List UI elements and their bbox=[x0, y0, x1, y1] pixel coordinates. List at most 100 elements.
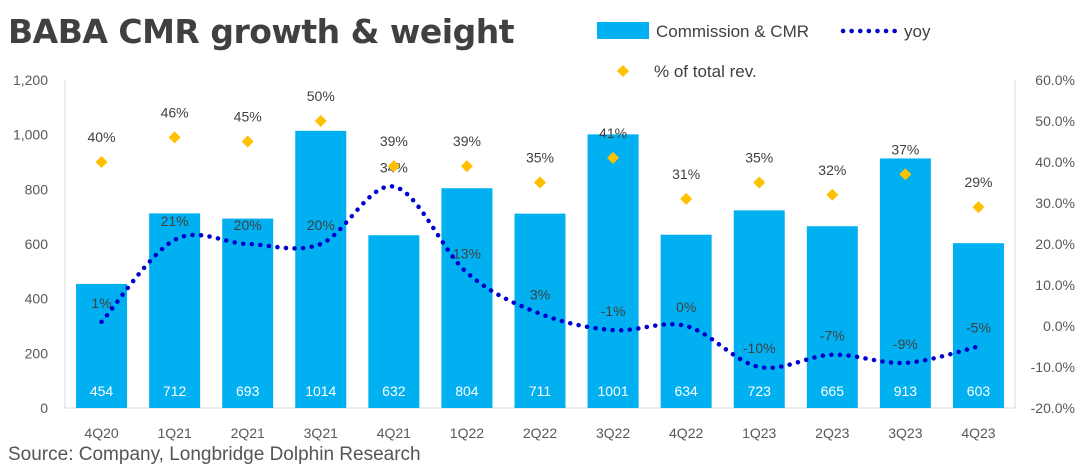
share-marker bbox=[168, 131, 181, 144]
share-label: 46% bbox=[161, 104, 189, 120]
yoy-label: -5% bbox=[966, 320, 991, 336]
y-right-tick-label: -10.0% bbox=[1031, 359, 1075, 375]
share-label: 29% bbox=[964, 174, 992, 190]
yoy-label: -9% bbox=[893, 336, 918, 352]
x-tick-label: 4Q20 bbox=[84, 425, 118, 441]
bar-value-label: 632 bbox=[382, 383, 406, 399]
bar bbox=[733, 210, 785, 408]
bar-value-label: 723 bbox=[748, 383, 772, 399]
share-marker bbox=[95, 156, 108, 168]
bar-value-label: 804 bbox=[455, 383, 479, 399]
legend-label-share: % of total rev. bbox=[654, 62, 757, 81]
source-note: Source: Company, Longbridge Dolphin Rese… bbox=[8, 444, 421, 465]
yoy-label: 1% bbox=[91, 295, 111, 311]
x-tick-label: 3Q21 bbox=[304, 425, 338, 441]
yoy-label: 13% bbox=[453, 246, 481, 262]
x-tick-label: 2Q21 bbox=[231, 425, 265, 441]
x-tick-label: 4Q22 bbox=[669, 425, 703, 441]
y-left-tick-label: 600 bbox=[25, 236, 49, 252]
y-left-tick-label: 1,000 bbox=[13, 127, 48, 143]
y-left-tick-label: 0 bbox=[40, 400, 48, 416]
yoy-label: 3% bbox=[530, 287, 550, 303]
bar bbox=[295, 130, 347, 408]
bar-value-label: 1001 bbox=[597, 383, 628, 399]
yoy-line bbox=[99, 184, 981, 371]
x-tick-label: 1Q22 bbox=[450, 425, 484, 441]
y-left-tick-label: 800 bbox=[25, 181, 49, 197]
share-label: 37% bbox=[891, 141, 919, 157]
bar-value-label: 913 bbox=[894, 383, 918, 399]
y-left-tick-label: 200 bbox=[25, 345, 49, 361]
bar bbox=[879, 158, 931, 408]
share-label: 45% bbox=[234, 109, 262, 125]
share-label: 32% bbox=[818, 162, 846, 178]
share-label: 50% bbox=[307, 88, 335, 104]
yoy-label: 0% bbox=[676, 299, 696, 315]
yoy-label: -10% bbox=[743, 340, 776, 356]
y-right-tick-label: 0.0% bbox=[1043, 318, 1075, 334]
share-label: 39% bbox=[453, 133, 481, 149]
share-marker bbox=[753, 176, 766, 189]
yoy-label: -1% bbox=[601, 303, 626, 319]
bar-value-label: 634 bbox=[674, 383, 698, 399]
bar-value-label: 712 bbox=[163, 383, 187, 399]
bar-value-label: 711 bbox=[529, 383, 552, 399]
legend-swatch-bar bbox=[597, 22, 649, 39]
chart-title: BABA CMR growth & weight bbox=[8, 12, 514, 51]
bar bbox=[952, 243, 1004, 408]
share-label: 39% bbox=[380, 133, 408, 149]
share-label: 40% bbox=[88, 129, 116, 145]
yoy-label: -7% bbox=[820, 328, 845, 344]
y-right-tick-label: 60.0% bbox=[1035, 72, 1075, 88]
x-tick-label: 3Q22 bbox=[596, 425, 630, 441]
share-marker bbox=[314, 115, 327, 127]
share-marker bbox=[607, 151, 620, 164]
y-right-tick-label: 40.0% bbox=[1035, 154, 1075, 170]
share-marker bbox=[826, 188, 839, 201]
x-tick-label: 3Q23 bbox=[888, 425, 922, 441]
legend-label-bar: Commission & CMR bbox=[656, 22, 809, 41]
x-tick-label: 4Q21 bbox=[377, 425, 411, 441]
share-marker bbox=[899, 168, 912, 181]
y-left-tick-label: 1,200 bbox=[13, 72, 48, 88]
share-marker bbox=[460, 160, 473, 173]
bar-value-label: 454 bbox=[90, 383, 114, 399]
x-tick-label: 2Q23 bbox=[815, 425, 849, 441]
bar bbox=[441, 188, 493, 408]
legend-swatch-share bbox=[617, 65, 629, 77]
y-right-tick-label: 10.0% bbox=[1035, 277, 1075, 293]
y-right-tick-label: 30.0% bbox=[1035, 195, 1075, 211]
share-marker bbox=[534, 176, 546, 189]
share-marker bbox=[972, 201, 985, 214]
x-tick-label: 1Q23 bbox=[742, 425, 776, 441]
bar-value-label: 693 bbox=[236, 383, 260, 399]
legend-label-yoy: yoy bbox=[904, 22, 931, 41]
bar bbox=[514, 213, 566, 408]
share-label: 31% bbox=[672, 166, 700, 182]
yoy-label: 20% bbox=[234, 217, 262, 233]
bar bbox=[587, 134, 639, 409]
bar bbox=[806, 226, 858, 408]
x-tick-label: 2Q22 bbox=[523, 425, 557, 441]
bar bbox=[149, 213, 201, 408]
x-tick-label: 4Q23 bbox=[961, 425, 995, 441]
bar bbox=[222, 218, 274, 408]
bar-value-label: 665 bbox=[821, 383, 845, 399]
share-marker bbox=[680, 192, 693, 205]
share-label: 35% bbox=[745, 150, 773, 166]
bar-value-label: 1014 bbox=[305, 383, 336, 399]
x-tick-label: 1Q21 bbox=[157, 425, 191, 441]
yoy-label: 20% bbox=[307, 217, 335, 233]
y-right-tick-label: -20.0% bbox=[1031, 400, 1075, 416]
yoy-label: 21% bbox=[161, 213, 189, 229]
y-right-tick-label: 50.0% bbox=[1035, 113, 1075, 129]
bar bbox=[660, 234, 712, 408]
share-marker bbox=[241, 135, 254, 148]
bar-value-label: 603 bbox=[967, 383, 991, 399]
share-label: 41% bbox=[599, 125, 627, 141]
share-marker bbox=[387, 160, 400, 173]
bar bbox=[76, 283, 128, 408]
bar bbox=[368, 235, 420, 408]
